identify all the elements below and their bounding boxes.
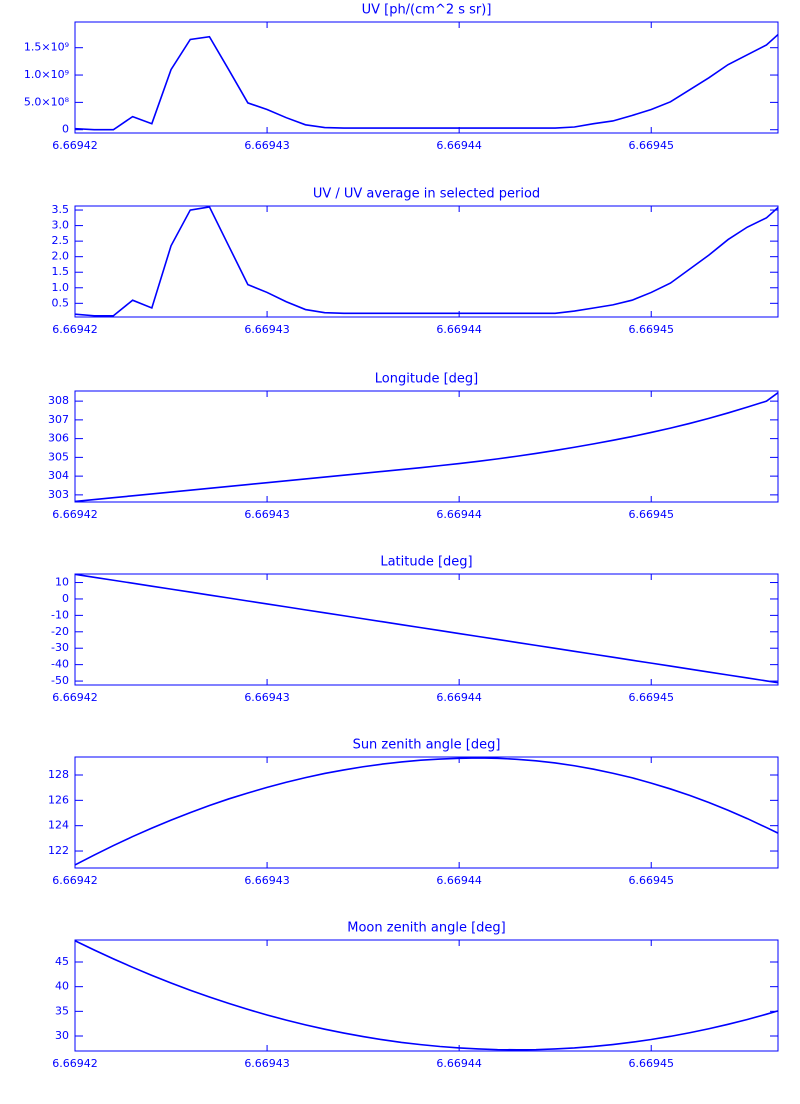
x-tick-label: 6.66942 xyxy=(52,874,98,887)
x-tick-label: 6.66944 xyxy=(436,508,482,521)
x-tick-label: 6.66942 xyxy=(52,508,98,521)
data-line xyxy=(74,573,779,684)
x-tick-label: 6.66945 xyxy=(628,323,674,336)
y-tick-label: 10 xyxy=(55,576,69,589)
y-tick-label: -30 xyxy=(51,641,69,654)
chart-title: Sun zenith angle [deg] xyxy=(353,738,501,753)
chart-title: UV [ph/(cm^2 s sr)] xyxy=(362,3,492,18)
y-tick-label: 3.5 xyxy=(52,203,70,216)
y-tick-label: 5.0×10⁸ xyxy=(24,95,70,108)
x-tick-label: 6.66944 xyxy=(436,874,482,887)
y-tick-label: 0 xyxy=(62,592,69,605)
data-line xyxy=(74,33,779,131)
x-tick-label: 6.66944 xyxy=(436,139,482,152)
y-tick-label: 0.5 xyxy=(52,296,70,309)
x-tick-label: 6.66945 xyxy=(628,139,674,152)
x-tick-label: 6.66942 xyxy=(52,1057,98,1070)
y-tick-label: 1.5 xyxy=(52,265,70,278)
y-tick-label: -50 xyxy=(51,674,69,687)
y-tick-label: 122 xyxy=(48,844,69,857)
y-tick-label: 306 xyxy=(48,432,69,445)
chart-title: Longitude [deg] xyxy=(375,372,478,387)
x-tick-label: 6.66945 xyxy=(628,508,674,521)
plot-frame xyxy=(74,205,779,318)
data-line xyxy=(74,940,779,1051)
y-tick-label: 307 xyxy=(48,413,69,426)
y-tick-label: 3.0 xyxy=(52,219,70,232)
x-tick-label: 6.66943 xyxy=(244,323,290,336)
x-tick-label: 6.66942 xyxy=(52,323,98,336)
data-line xyxy=(74,206,779,317)
x-tick-label: 6.66943 xyxy=(244,508,290,521)
y-tick-label: 45 xyxy=(55,955,69,968)
chart-title: Latitude [deg] xyxy=(380,555,472,570)
y-tick-label: 308 xyxy=(48,394,69,407)
plot-frame xyxy=(74,21,779,134)
y-tick-label: 35 xyxy=(55,1004,69,1017)
plot-frame xyxy=(74,390,779,503)
plot-frame xyxy=(74,573,779,686)
y-tick-label: -20 xyxy=(51,625,69,638)
y-tick-label: 30 xyxy=(55,1029,69,1042)
y-tick-label: 124 xyxy=(48,819,69,832)
y-tick-label: 1.0×10⁹ xyxy=(24,68,69,81)
x-tick-label: 6.66944 xyxy=(436,323,482,336)
y-tick-label: 304 xyxy=(48,469,69,482)
x-tick-label: 6.66945 xyxy=(628,691,674,704)
x-tick-label: 6.66943 xyxy=(244,691,290,704)
data-line xyxy=(74,392,779,503)
y-tick-label: 40 xyxy=(55,980,69,993)
x-tick-label: 6.66943 xyxy=(244,139,290,152)
x-tick-label: 6.66945 xyxy=(628,874,674,887)
y-tick-label: 126 xyxy=(48,793,69,806)
x-tick-label: 6.66944 xyxy=(436,691,482,704)
plot-frame xyxy=(74,939,779,1052)
y-tick-label: -10 xyxy=(51,608,69,621)
x-tick-label: 6.66944 xyxy=(436,1057,482,1070)
x-tick-label: 6.66942 xyxy=(52,139,98,152)
x-tick-label: 6.66943 xyxy=(244,874,290,887)
x-tick-label: 6.66945 xyxy=(628,1057,674,1070)
y-tick-label: 303 xyxy=(48,488,69,501)
y-tick-label: 0 xyxy=(62,123,69,136)
y-tick-label: 1.0 xyxy=(52,281,70,294)
y-tick-label: 2.0 xyxy=(52,250,70,263)
chart-title: UV / UV average in selected period xyxy=(313,187,540,202)
data-line xyxy=(74,757,779,866)
y-tick-label: 128 xyxy=(48,768,69,781)
y-tick-label: 2.5 xyxy=(52,234,70,247)
y-tick-label: 1.5×10⁹ xyxy=(24,41,69,54)
y-tick-label: 305 xyxy=(48,450,69,463)
y-tick-label: -40 xyxy=(51,658,69,671)
x-tick-label: 6.66943 xyxy=(244,1057,290,1070)
chart-title: Moon zenith angle [deg] xyxy=(347,921,505,936)
plot-frame xyxy=(74,756,779,869)
x-tick-label: 6.66942 xyxy=(52,691,98,704)
